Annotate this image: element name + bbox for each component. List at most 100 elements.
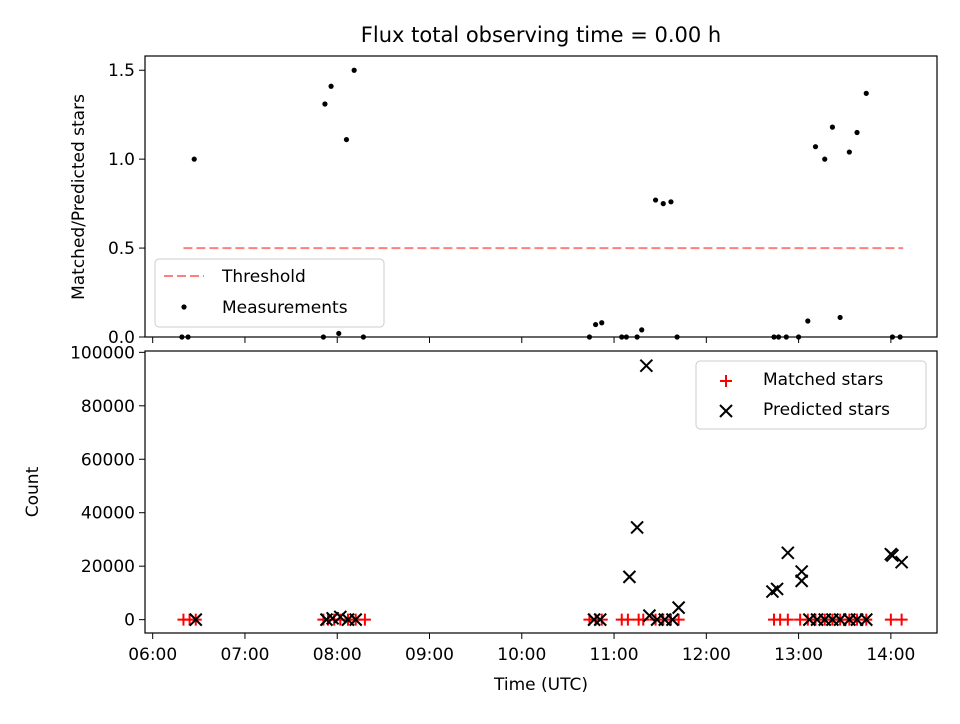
predicted-star-markers	[189, 358, 909, 627]
predicted-star-marker	[671, 600, 686, 615]
predicted-star-marker	[794, 574, 809, 588]
measurement-point	[897, 334, 903, 340]
measurement-point	[674, 334, 680, 340]
bottom-axes-frame	[144, 350, 938, 634]
bottom-x-ticks: 06:00 07:00 08:00 09:00 10:00 11:00 12:00 13:00…	[128, 633, 915, 665]
chart-title: Flux total observing time = 0.00 h	[361, 23, 721, 47]
measurement-point	[343, 136, 350, 143]
legend-measurements-swatch	[181, 304, 187, 310]
measurement-point	[795, 334, 802, 340]
predicted-star-marker	[189, 612, 203, 627]
predicted-star-marker	[781, 546, 795, 560]
measurement-point	[846, 149, 852, 155]
measurement-point	[328, 83, 334, 89]
measurement-point	[592, 321, 599, 328]
x-tick-label: 13:00	[774, 645, 823, 665]
predicted-star-marker	[885, 548, 900, 563]
matched-star-marker	[637, 613, 650, 626]
predicted-star-marker	[665, 612, 680, 627]
measurement-point	[652, 197, 659, 203]
matched-star-marker	[781, 613, 794, 626]
predicted-star-marker	[630, 520, 644, 535]
measurement-point	[619, 334, 625, 340]
x-tick-label: 08:00	[313, 645, 362, 665]
measurement-point	[822, 156, 828, 162]
measurement-point	[805, 318, 811, 324]
measurement-point	[623, 334, 629, 340]
measurement-point	[639, 327, 645, 333]
x-tick-label: 09:00	[405, 645, 454, 665]
matched-star-marker	[595, 613, 608, 626]
measurement-point	[660, 201, 666, 207]
matched-star-marker	[895, 613, 908, 626]
top-y-tick-label: 1.5	[108, 61, 135, 81]
bottom-y-tick-label: 0	[124, 611, 135, 631]
top-axes-frame	[144, 55, 938, 338]
predicted-star-marker	[639, 358, 654, 373]
bottom-y-ticks: 0 20000 40000 60000 80000 100000	[70, 343, 145, 631]
measurement-point	[586, 334, 593, 340]
top-legend: Threshold Measurements	[154, 258, 385, 328]
matched-star-marker	[884, 613, 897, 626]
bottom-y-tick-label: 80000	[81, 397, 135, 417]
top-y-tick-label: 1.0	[108, 150, 135, 170]
x-tick-label: 11:00	[590, 645, 639, 665]
measurement-point	[837, 314, 843, 321]
legend-predicted-label: Predicted stars	[763, 400, 890, 420]
legend-predicted-swatch	[719, 404, 733, 418]
x-axis-label: Time (UTC)	[493, 675, 588, 695]
legend-measurements-label: Measurements	[222, 298, 348, 318]
measurement-point	[854, 129, 860, 136]
matched-star-marker	[672, 613, 685, 626]
legend-threshold-label: Threshold	[221, 267, 306, 287]
measurement-point	[320, 334, 326, 340]
bottom-y-tick-label: 20000	[81, 557, 135, 577]
measurement-point	[776, 334, 782, 340]
measurement-point	[783, 334, 789, 340]
measurement-point	[360, 334, 366, 340]
predicted-star-marker	[894, 555, 909, 569]
top-y-tick-label: 0.5	[108, 239, 135, 259]
measurement-point	[599, 320, 605, 326]
measurement-point	[668, 199, 674, 205]
measurement-point	[322, 101, 328, 107]
matched-star-marker	[621, 613, 634, 626]
measurement-point	[771, 334, 777, 340]
measurement-point	[812, 144, 819, 150]
top-y-axis-label: Matched/Predicted stars	[69, 94, 89, 300]
top-y-tick-label: 0.0	[108, 328, 135, 348]
bottom-legend-box	[695, 360, 927, 430]
bottom-panel: Count Time (UTC) 0 20000 40000 60000 80000 10…	[23, 343, 938, 695]
measurement-point	[185, 334, 191, 340]
bottom-y-tick-label: 60000	[81, 450, 135, 470]
bottom-legend: Matched stars Predicted stars	[695, 360, 927, 430]
measurement-point	[191, 156, 197, 162]
predicted-star-marker	[859, 612, 873, 627]
measurement-point	[829, 124, 836, 130]
measurement-point	[863, 90, 869, 96]
predicted-star-marker	[770, 582, 784, 596]
x-tick-label: 14:00	[866, 645, 915, 665]
top-panel: Matched/Predicted stars 0.0 0.5 1.0 1.5 Thr…	[69, 55, 938, 348]
top-y-ticks: 0.0 0.5 1.0 1.5	[108, 61, 145, 348]
measurement-point	[179, 334, 185, 340]
x-tick-label: 06:00	[128, 645, 177, 665]
bottom-y-axis-label: Count	[23, 466, 43, 517]
x-tick-label: 10:00	[497, 645, 546, 665]
predicted-star-marker	[642, 608, 657, 623]
measurement-point	[351, 67, 357, 73]
measurement-point	[889, 334, 896, 340]
predicted-star-marker	[587, 612, 601, 627]
legend-matched-label: Matched stars	[763, 370, 883, 390]
top-legend-box	[154, 258, 385, 328]
measurement-point	[634, 334, 640, 340]
x-tick-label: 07:00	[220, 645, 269, 665]
measurement-point	[336, 330, 342, 337]
x-tick-label: 12:00	[682, 645, 731, 665]
legend-matched-swatch	[720, 375, 732, 387]
bottom-y-tick-label: 40000	[81, 504, 135, 524]
predicted-star-marker	[622, 570, 637, 584]
predicted-star-marker	[348, 612, 363, 627]
